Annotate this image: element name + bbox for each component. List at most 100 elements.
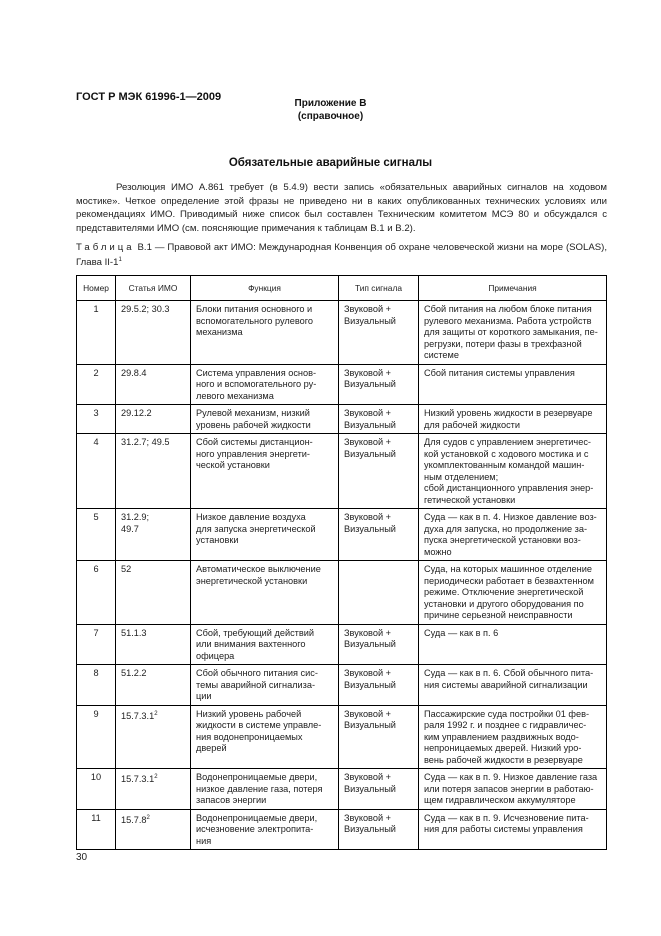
cell-func: Система управления основ- ного и вспомог… — [190, 363, 339, 405]
cell-text: 15.7.3.1 — [121, 774, 155, 785]
cell-text: 3 — [93, 408, 99, 418]
cell-note: Сбой питания системы управления — [418, 363, 607, 405]
cell-text: Звуковой + Визуальный — [344, 437, 396, 459]
cell-text: Суда — как в п. 4. Низкое давление воз- … — [424, 512, 597, 557]
cell-text: Система управления основ- ного и вспомог… — [196, 367, 317, 401]
cell-text: Суда — как в п. 9. Низкое давление газа … — [424, 772, 598, 805]
cell-note: Суда — как в п. 6 — [418, 623, 607, 665]
cell-type: Звуковой + Визуальный — [338, 704, 419, 769]
cell-type: Звуковой + Визуальный — [338, 808, 419, 850]
cell-art: 29.5.2; 30.3 — [115, 300, 191, 365]
cell-text: Звуковой + Визуальный — [344, 668, 396, 690]
table-row: 10 15.7.3.12 Водонепроницаемые двери, низк… — [76, 768, 607, 810]
cell-type: Звуковой + Визуальный — [338, 768, 419, 810]
cell-text: Звуковой + Визуальный — [344, 304, 396, 326]
cell-art: 15.7.82 — [115, 808, 191, 850]
cell-note: Сбой питания на любом блоке питания руле… — [418, 300, 607, 365]
cell-text: Звуковой + Визуальный — [344, 772, 396, 794]
cell-type: Звуковой + Визуальный — [338, 363, 419, 405]
cell-text: Звуковой + Визуальный — [344, 367, 396, 390]
cell-text: 51.2.2 — [121, 668, 147, 678]
cell-n: 9 — [76, 704, 116, 769]
cell-art: 29.8.4 — [115, 363, 191, 405]
cell-note: Суда — как в п. 9. Низкое давление газа … — [418, 768, 607, 810]
cell-text: 8 — [93, 668, 99, 678]
cell-text: Низкий уровень рабочей жидкости в систем… — [196, 708, 322, 754]
table-row: 3 29.12.2 Рулевой механизм, низкий уровень… — [76, 404, 607, 434]
cell-note: Суда — как в п. 6. Сбой обычного пита- н… — [418, 664, 607, 706]
cell-art: 15.7.3.12 — [115, 704, 191, 769]
cell-text: Суда — как в п. 6. Сбой обычного пита- н… — [424, 668, 594, 690]
column-header: Функция — [190, 275, 339, 301]
cell-text: Сбой, требующий действий или внимания ва… — [196, 627, 315, 661]
cell-func: Низкое давление воздуха для запуска энер… — [190, 508, 339, 561]
cell-func: Сбой системы дистанцион- ного управления… — [190, 433, 339, 509]
table-row: 11 15.7.82 Водонепроницаемые двери, исчезн… — [76, 808, 607, 850]
table-row: 6 52 Автоматическое выключение энергетичес… — [76, 560, 607, 625]
table-row: 9 15.7.3.12 Низкий уровень рабочей жидкост… — [76, 704, 607, 769]
cell-note: Суда, на которых машинное отделение пери… — [418, 560, 607, 625]
cell-text: Звуковой + Визуальный — [344, 512, 396, 534]
page-number: 30 — [76, 852, 88, 863]
table-row: 5 31.2.9; 49.7 Низкое давление воздуха для… — [76, 508, 607, 561]
cell-func: Низкий уровень рабочей жидкости в систем… — [190, 704, 339, 769]
cell-text: Суда — как в п. 6 — [424, 627, 499, 638]
section-title: Обязательные аварийные сигналы — [228, 157, 433, 169]
cell-n: 6 — [76, 560, 116, 625]
cell-text: 29.12.2 — [121, 408, 152, 418]
cell-text: Звуковой + Визуальный — [344, 408, 396, 430]
cell-func: Блоки питания основного и вспомогательно… — [190, 300, 339, 365]
cell-text: 9 — [93, 708, 99, 719]
cell-type — [338, 560, 419, 625]
cell-type: Звуковой + Визуальный — [338, 433, 419, 509]
cell-func: Водонепроницаемые двери, низкое давление… — [190, 768, 339, 810]
table-caption: Таблица В.1 — Правовой акт ИМО: Междунар… — [76, 241, 607, 269]
cell-text: 2 — [93, 367, 99, 378]
cell-func: Сбой, требующий действий или внимания ва… — [190, 623, 339, 665]
cell-text: Сбой системы дистанцион- ного управления… — [196, 437, 313, 470]
caption-text: В.1 — Правовой акт ИМО: Международная Ко… — [76, 242, 607, 269]
document-header: ГОСТ Р МЭК 61996-1—2009 — [76, 91, 222, 103]
cell-func: Рулевой механизм, низкий уровень рабочей… — [190, 404, 339, 434]
cell-text: Сбой питания на любом блоке питания руле… — [424, 304, 598, 360]
cell-type: Звуковой + Визуальный — [338, 404, 419, 434]
cell-text: Пассажирские суда постройки 01 фев- раля… — [424, 708, 590, 765]
cell-text: 29.5.2; 30.3 — [121, 304, 170, 314]
annex-subtitle: (справочное) — [297, 111, 364, 122]
footnote-mark: 2 — [146, 814, 150, 821]
cell-text: Автоматическое выключение энергетической… — [196, 564, 321, 586]
cell-text: Низкое давление воздуха для запуска энер… — [196, 512, 316, 545]
cell-art: 51.2.2 — [115, 664, 191, 706]
cell-text: Звуковой + Визуальный — [344, 627, 396, 650]
cell-n: 8 — [76, 664, 116, 706]
cell-n: 7 — [76, 623, 116, 665]
cell-text: 52 — [121, 564, 132, 574]
footnote-mark: 2 — [154, 774, 158, 780]
annex-heading: Приложение В (справочное) — [0, 97, 661, 123]
cell-n: 10 — [76, 768, 116, 810]
cell-text: Суда — как в п. 9. Исчезновение пита- ни… — [424, 812, 589, 835]
cell-note: Суда — как в п. 4. Низкое давление воз- … — [418, 508, 607, 561]
cell-art: 52 — [115, 560, 191, 625]
intro-paragraph: Резолюция ИМО А.861 требует (в 5.4.9) ве… — [76, 182, 607, 234]
cell-text: Звуковой + Визуальный — [344, 708, 396, 731]
annex-title: Приложение В — [294, 98, 367, 109]
cell-art: 51.1.3 — [115, 623, 191, 665]
cell-n: 2 — [76, 363, 116, 405]
cell-note: Низкий уровень жидкости в резервуаре для… — [418, 404, 607, 434]
footnote-mark: 2 — [154, 710, 158, 717]
cell-n: 1 — [76, 300, 116, 365]
column-header: Примечания — [418, 275, 607, 301]
cell-text: 15.7.8 — [121, 814, 147, 825]
cell-text: Суда, на которых машинное отделение пери… — [424, 564, 594, 620]
cell-text: 1 — [93, 304, 99, 314]
cell-type: Звуковой + Визуальный — [338, 623, 419, 665]
cell-text: Сбой питания системы управления — [424, 367, 575, 378]
cell-text: Водонепроницаемые двери, исчезновение эл… — [196, 812, 318, 846]
cell-text: 7 — [93, 627, 99, 638]
cell-type: Звуковой + Визуальный — [338, 300, 419, 365]
cell-n: 11 — [76, 808, 116, 850]
cell-art: 31.2.9; 49.7 — [115, 508, 191, 561]
cell-text: 4 — [93, 437, 99, 447]
